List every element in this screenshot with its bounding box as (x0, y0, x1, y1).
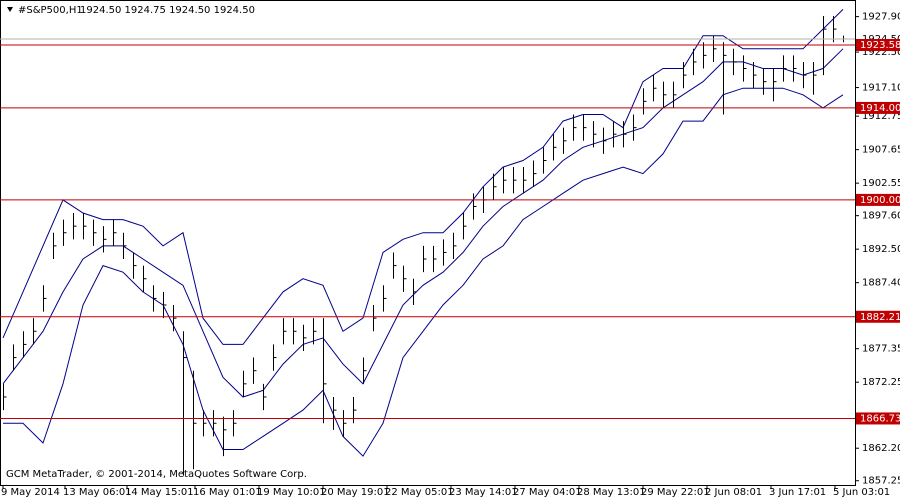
y-tick-label: 1877.35 (862, 344, 900, 355)
x-tick-label: 2 Jun 08:01 (705, 487, 762, 498)
y-tick-label: 1912.75 (862, 111, 900, 122)
x-tick-label: 14 May 15:01 (125, 487, 194, 498)
y-tick-label: 1897.60 (862, 211, 900, 222)
plot-frame (0, 0, 856, 486)
x-tick-label: 5 Jun 03:01 (833, 487, 890, 498)
x-tick-label: 28 May 13:01 (577, 487, 646, 498)
y-tick-label: 1887.40 (862, 278, 900, 289)
level-label: 1914.00 (860, 103, 900, 114)
level-box (856, 38, 900, 51)
y-tick-label: 1922.50 (862, 47, 900, 58)
y-tick-label: 1927.90 (862, 12, 900, 23)
footer: GCM MetaTrader, © 2001-2014, MetaQuotes … (6, 469, 307, 480)
x-tick-label: 3 Jun 17:01 (769, 487, 826, 498)
symbol-icon (7, 7, 13, 12)
level-label: 1866.73 (860, 413, 900, 424)
y-tick-label: 1872.25 (862, 377, 900, 388)
quote: 1924.50 1924.75 1924.50 1924.50 (80, 5, 255, 16)
band-upper (2, 9, 844, 345)
x-tick-label: 27 May 04:01 (513, 487, 582, 498)
x-tick-label: 9 May 2014 (1, 487, 60, 498)
x-tick-label: 23 May 14:01 (449, 487, 518, 498)
y-tick-label: 1907.65 (862, 145, 900, 156)
level-box (856, 193, 900, 206)
band-middle (2, 48, 844, 398)
y-tick-label: 1892.50 (862, 244, 900, 255)
y-tick-label: 1917.10 (862, 83, 900, 94)
x-tick-label: 13 May 06:01 (63, 487, 132, 498)
level-box (856, 310, 900, 323)
x-tick-label: 29 May 22:01 (641, 487, 710, 498)
x-tick-label: 16 May 01:01 (193, 487, 262, 498)
x-tick-label: 22 May 05:01 (385, 487, 454, 498)
symbol: #S&P500,H1 (18, 5, 83, 16)
level-label: 1900.00 (860, 195, 900, 206)
level-label: 1882.21 (860, 312, 900, 323)
band-lower (3, 87, 844, 457)
level-box (856, 101, 900, 114)
x-tick-label: 20 May 19:01 (321, 487, 390, 498)
y-tick-label: 1862.20 (862, 443, 900, 454)
level-label: 1923.58 (860, 40, 900, 51)
y-tick-label: 1857.25 (862, 476, 900, 487)
x-tick-label: 19 May 10:01 (257, 487, 326, 498)
level-box (856, 412, 900, 425)
y-tick-label: 1902.55 (862, 178, 900, 189)
